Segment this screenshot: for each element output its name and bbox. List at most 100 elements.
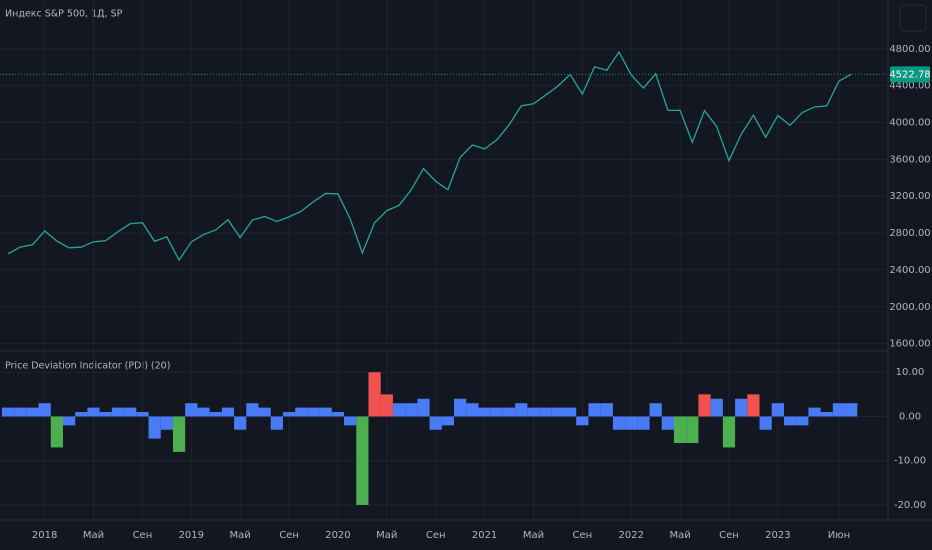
histogram-bar [820, 412, 833, 417]
histogram-bar [62, 416, 76, 426]
y-tick-label: -10.00 [894, 456, 926, 467]
histogram-bar [588, 403, 601, 417]
histogram-bar [576, 416, 589, 426]
histogram-bar [172, 416, 186, 452]
histogram-bar [441, 416, 455, 426]
price-line [7, 50, 852, 262]
histogram-bar [747, 394, 760, 417]
histogram-bar [258, 407, 271, 417]
histogram-bar [527, 407, 540, 417]
histogram-bar [661, 416, 674, 430]
x-tick-label: Сен [133, 530, 153, 541]
histogram-bar [490, 407, 503, 417]
histogram-bar [649, 403, 662, 417]
x-tick-label: 2022 [618, 530, 643, 541]
histogram-bar [405, 403, 418, 417]
histogram-bar [686, 416, 699, 444]
y-tick-label: 2000.00 [889, 302, 930, 313]
y-tick-label: -20.00 [894, 500, 926, 511]
y-tick-label: 4000.00 [889, 118, 930, 129]
y-tick-label: 2400.00 [889, 265, 930, 276]
histogram-bar [50, 416, 63, 448]
histogram-bar [612, 416, 626, 430]
y-tick-label: 3600.00 [889, 154, 930, 165]
histogram-bar [625, 416, 638, 430]
histogram-bar [392, 403, 406, 417]
x-tick-label: 2020 [325, 530, 350, 541]
y-tick-label: 4400.00 [889, 81, 930, 92]
histogram-bar [26, 407, 39, 417]
last-price-box [890, 66, 930, 83]
x-tick-label: Сен [279, 530, 299, 541]
x-tick-label: Июн [828, 530, 850, 541]
histogram-bar [14, 407, 27, 417]
histogram-bar [221, 407, 235, 417]
x-tick-label: 2023 [765, 530, 790, 541]
histogram-bar [710, 398, 723, 417]
histogram-bar [454, 398, 467, 417]
chart-title: Индекс S&P 500, 1Д, SP [5, 9, 123, 20]
histogram-bar [87, 407, 100, 417]
histogram-bar [796, 416, 809, 426]
histogram-bar [698, 394, 711, 417]
settings-button[interactable] [899, 4, 927, 32]
histogram-bar [356, 416, 369, 505]
histogram-bar [75, 412, 88, 417]
histogram-bar [417, 398, 430, 417]
histogram-bar [808, 407, 821, 417]
last-price-label: 4522.78 [889, 69, 930, 80]
histogram-bar [759, 416, 772, 430]
histogram-bar [478, 407, 491, 417]
histogram-bar [185, 403, 198, 417]
histogram-bar [502, 407, 516, 417]
x-tick-label: Май [376, 530, 397, 541]
histogram-bar [771, 403, 784, 417]
x-tick-label: Сен [426, 530, 446, 541]
y-tick-label: 4800.00 [889, 44, 930, 55]
histogram-bar [331, 412, 345, 417]
histogram-bar [270, 416, 283, 430]
histogram-bar [783, 416, 797, 426]
x-tick-label: Май [669, 530, 690, 541]
histogram-bar [429, 416, 442, 430]
x-tick-label: 2018 [32, 530, 57, 541]
histogram-bar [246, 403, 259, 417]
histogram-bar [295, 407, 308, 417]
x-tick-label: 2019 [179, 530, 204, 541]
x-tick-label: 2021 [472, 530, 497, 541]
y-tick-label: 0.00 [899, 411, 921, 422]
histogram-bar [600, 403, 613, 417]
histogram-bar [209, 412, 222, 417]
histogram-bar [722, 416, 736, 448]
histogram-bar [136, 412, 149, 417]
histogram-bar [282, 412, 296, 417]
y-tick-label: 1600.00 [889, 339, 930, 350]
histogram-bar [551, 407, 565, 417]
x-tick-label: Май [523, 530, 544, 541]
histogram-bar [1, 407, 15, 417]
y-tick-label: 3200.00 [889, 191, 930, 202]
histogram-bar [344, 416, 357, 426]
histogram-bar [380, 394, 393, 417]
histogram-bar [99, 412, 112, 417]
histogram-bar [673, 416, 687, 444]
histogram-bar [319, 407, 332, 417]
x-tick-label: Май [230, 530, 251, 541]
histogram-bar [124, 407, 137, 417]
histogram-bar [160, 416, 173, 430]
histogram-bar [368, 372, 381, 417]
indicator-title: Price Deviation Indicator (PDI) (20) [5, 361, 170, 372]
x-tick-label: Сен [719, 530, 739, 541]
x-tick-label: Сен [572, 530, 592, 541]
histogram-bar [197, 407, 210, 417]
y-tick-label: 2800.00 [889, 228, 930, 239]
histogram-bar [539, 407, 552, 417]
y-tick-label: 10.00 [896, 367, 925, 378]
histogram-bar [845, 403, 858, 417]
histogram-bar [234, 416, 247, 430]
histogram-bar [148, 416, 161, 439]
histogram-bar [735, 398, 748, 417]
histogram-bar [111, 407, 125, 417]
